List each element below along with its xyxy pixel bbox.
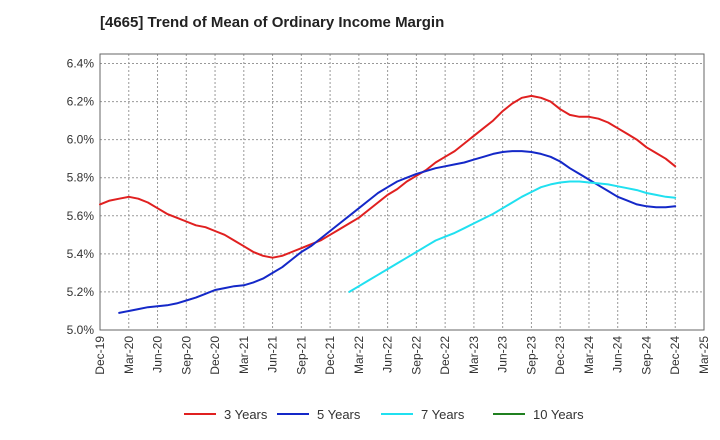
x-tick-label: Mar-24 xyxy=(582,336,596,374)
series-line-5-years xyxy=(118,150,677,314)
axis-layer xyxy=(99,53,705,331)
x-tick-label: Sep-23 xyxy=(524,336,538,375)
plot-area xyxy=(100,54,704,330)
legend-label-7-years: 7 Years xyxy=(421,407,465,422)
series-layer xyxy=(99,94,677,314)
x-tick-label: Dec-20 xyxy=(208,336,222,375)
x-tick-label: Jun-21 xyxy=(266,336,280,373)
x-tick-label: Mar-20 xyxy=(122,336,136,374)
x-tick-label: Jun-24 xyxy=(611,336,625,373)
x-tick-label: Dec-23 xyxy=(553,336,567,375)
y-tick-label: 5.8% xyxy=(67,171,95,185)
chart-title: [4665] Trend of Mean of Ordinary Income … xyxy=(100,14,445,31)
x-tick-label: Mar-25 xyxy=(697,336,711,374)
y-tick-label: 5.6% xyxy=(67,209,95,223)
x-tick-label: Mar-21 xyxy=(237,336,251,374)
y-tick-label: 6.4% xyxy=(67,57,95,71)
series-line-7-years xyxy=(348,180,677,293)
legend-label-5-years: 5 Years xyxy=(317,407,361,422)
grid-layer xyxy=(99,54,705,331)
x-tick-label: Dec-24 xyxy=(668,336,682,375)
x-tick-label: Dec-22 xyxy=(438,336,452,375)
x-tick-label: Sep-20 xyxy=(179,336,193,375)
x-tick-label: Mar-22 xyxy=(352,336,366,374)
x-tick-label: Sep-22 xyxy=(409,336,423,375)
x-tick-label: Jun-22 xyxy=(381,336,395,373)
x-tick-label: Mar-23 xyxy=(467,336,481,374)
y-tick-label: 6.0% xyxy=(67,133,95,147)
legend-label-3-years: 3 Years xyxy=(224,407,268,422)
y-tick-label: 6.2% xyxy=(67,95,95,109)
x-tick-label: Dec-19 xyxy=(93,336,107,375)
x-tick-label: Sep-21 xyxy=(294,336,308,375)
x-tick-label: Dec-21 xyxy=(323,336,337,375)
legend: 3 Years 5 Years 7 Years 10 Years xyxy=(184,407,584,422)
y-tick-label: 5.4% xyxy=(67,247,95,261)
plot-frame xyxy=(99,53,705,331)
x-tick-label: Jun-20 xyxy=(151,336,165,373)
tick-layer: Dec-19 Mar-20 Jun-20 Sep-20 Dec-20 Mar-21 Jun-… xyxy=(67,57,711,375)
y-tick-label: 5.2% xyxy=(67,285,95,299)
series-line-3-years xyxy=(99,94,677,259)
x-tick-label: Jun-23 xyxy=(496,336,510,373)
legend-label-10-years: 10 Years xyxy=(533,407,584,422)
y-tick-label: 5.0% xyxy=(67,323,95,337)
x-tick-label: Sep-24 xyxy=(639,336,653,375)
